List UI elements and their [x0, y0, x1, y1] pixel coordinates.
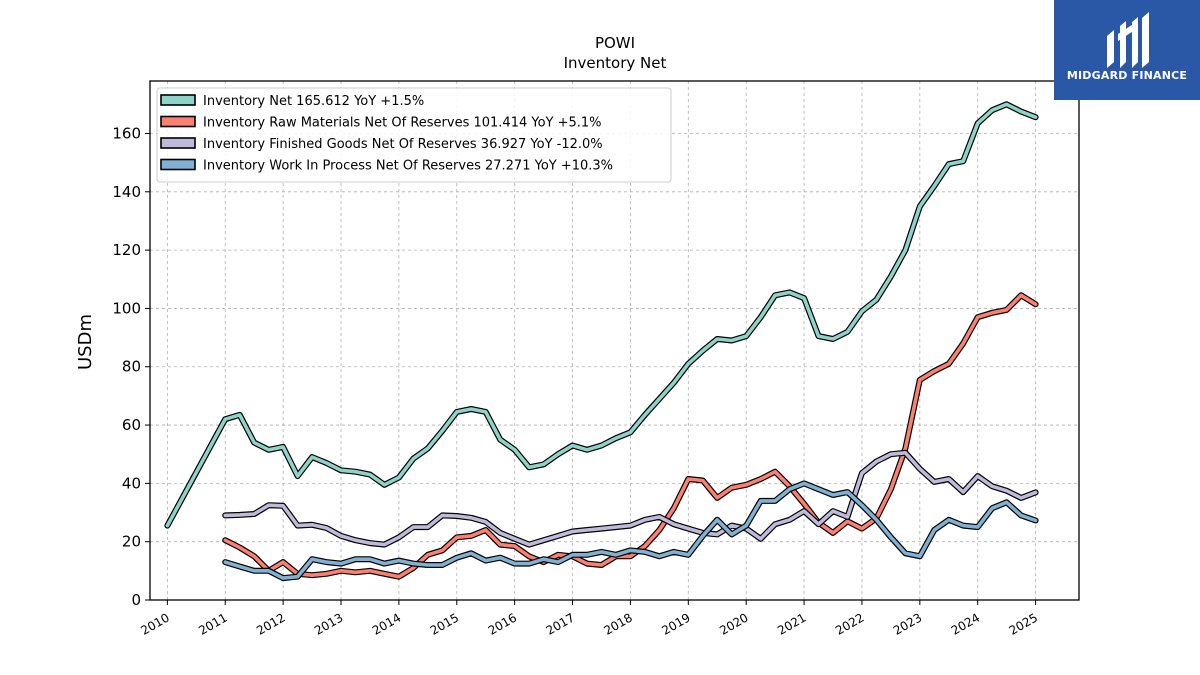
legend-entry-1: Inventory Raw Materials Net Of Reserves … — [203, 116, 602, 131]
legend-swatch-3 — [160, 158, 196, 171]
legend-swatch-0 — [160, 94, 196, 106]
legend: Inventory Net 165.612 YoY +1.5% Inventory… — [156, 87, 672, 183]
x-tick-label: 2015 — [428, 610, 461, 637]
series-line-1 — [223, 293, 1038, 579]
x-tick-label: 2012 — [254, 610, 287, 637]
x-tick-label: 2023 — [891, 610, 924, 637]
x-tick-label: 2016 — [486, 610, 519, 637]
y-tick-label: 0 — [131, 591, 141, 609]
x-tick-label: 2024 — [949, 610, 982, 637]
y-tick-label: 100 — [112, 299, 141, 317]
plot-frame — [149, 80, 1080, 601]
y-tick-label: 120 — [112, 241, 141, 259]
legend-swatch-2 — [160, 137, 196, 149]
x-tick-label: 2017 — [544, 610, 577, 637]
series-line-2 — [223, 451, 1038, 547]
y-axis-label: USDm — [75, 314, 96, 370]
legend-box — [156, 87, 672, 183]
legend-swatch-1 — [160, 115, 196, 128]
brand-logo-icon — [1107, 12, 1149, 68]
brand-logo: MIDGARD FINANCE — [1054, 0, 1200, 100]
y-tick-label: 160 — [112, 124, 141, 142]
series-line-0 — [165, 102, 1038, 528]
legend-entry-2: Inventory Finished Goods Net Of Reserves… — [203, 137, 603, 152]
x-tick-label: 2011 — [196, 610, 229, 637]
y-tick-label: 140 — [112, 183, 141, 201]
chart-title: POWI — [595, 34, 635, 52]
y-tick-label: 20 — [122, 533, 141, 551]
y-tick-label: 40 — [122, 474, 141, 492]
x-tick-label: 2013 — [312, 610, 345, 637]
legend-entry-3: Inventory Work In Process Net Of Reserve… — [203, 159, 613, 174]
x-tick-label: 2025 — [1007, 610, 1040, 637]
x-tick-label: 2019 — [659, 610, 692, 637]
x-tick-label: 2018 — [601, 610, 634, 637]
y-tick-label: 80 — [122, 358, 141, 376]
x-tick-label: 2010 — [138, 610, 171, 637]
legend-entry-0: Inventory Net 165.612 YoY +1.5% — [203, 94, 424, 109]
x-tick-label: 2014 — [370, 610, 403, 637]
chart-subtitle: Inventory Net — [564, 54, 667, 72]
x-tick-label: 2021 — [775, 610, 808, 637]
brand-name: MIDGARD FINANCE — [1066, 69, 1188, 82]
series-line-3 — [223, 481, 1038, 580]
plot-lines — [164, 101, 1039, 582]
y-tick-label: 60 — [122, 416, 141, 434]
x-tick-label: 2022 — [833, 610, 866, 637]
x-tick-label: 2020 — [717, 610, 750, 637]
